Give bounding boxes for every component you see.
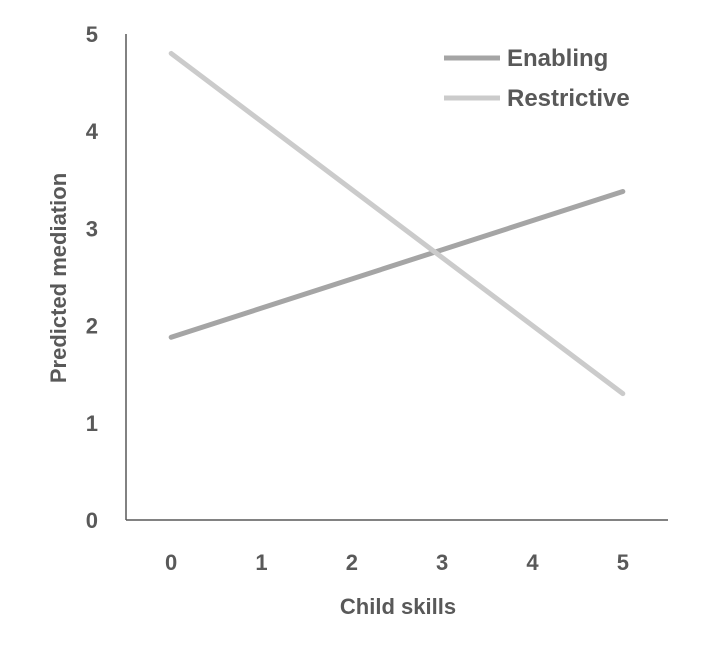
y-tick-label: 4	[86, 119, 99, 144]
axes: 0 1 2 3 4 5 0 1 2 3 4 5	[86, 22, 668, 575]
y-tick-label: 2	[86, 314, 98, 339]
x-tick-label: 4	[526, 550, 539, 575]
y-axis-title: Predicted mediation	[46, 173, 71, 383]
legend-label-enabling: Enabling	[507, 45, 608, 72]
series-line-restrictive	[168, 50, 626, 397]
y-tick-label: 1	[86, 411, 98, 436]
series-line-enabling	[168, 188, 626, 340]
y-tick-label: 5	[86, 22, 98, 47]
legend-label-restrictive: Restrictive	[507, 85, 630, 112]
series-lines	[168, 50, 626, 397]
x-axis-title: Child skills	[340, 594, 456, 619]
y-tick-label: 3	[86, 216, 98, 241]
x-tick-label: 3	[436, 550, 448, 575]
legend: Enabling Restrictive	[444, 45, 630, 112]
x-tick-label: 0	[165, 550, 177, 575]
x-tick-label: 2	[346, 550, 358, 575]
x-tick-label: 5	[617, 550, 629, 575]
x-tick-label: 1	[255, 550, 267, 575]
y-tick-label: 0	[86, 508, 98, 533]
